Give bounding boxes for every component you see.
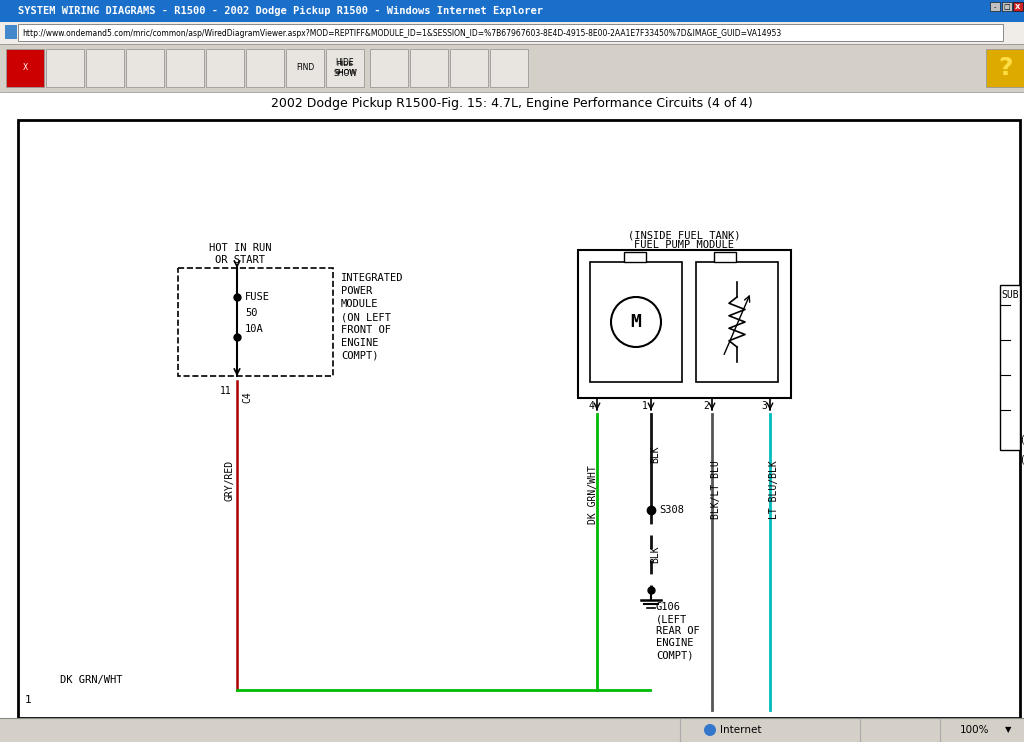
Bar bbox=[326, 49, 364, 87]
Text: FRONT OF: FRONT OF bbox=[341, 325, 391, 335]
Text: ENGINE: ENGINE bbox=[656, 638, 693, 648]
Text: (INSIDE FUEL TANK): (INSIDE FUEL TANK) bbox=[629, 230, 740, 240]
Text: 1: 1 bbox=[642, 401, 648, 411]
Bar bbox=[590, 262, 682, 382]
Text: HIDE
SHOW: HIDE SHOW bbox=[333, 59, 357, 78]
Bar bbox=[6, 49, 44, 87]
Bar bbox=[0, 0, 1024, 22]
Bar bbox=[1013, 2, 1023, 11]
Bar bbox=[18, 120, 1020, 718]
Text: BLK: BLK bbox=[650, 445, 660, 462]
Text: BLK: BLK bbox=[650, 545, 660, 562]
Bar bbox=[578, 250, 791, 398]
Text: 2: 2 bbox=[703, 401, 709, 411]
Bar bbox=[0, 718, 1024, 742]
Bar bbox=[1000, 285, 1020, 450]
Bar bbox=[86, 49, 124, 87]
Text: 100%: 100% bbox=[961, 725, 989, 735]
Text: (: ( bbox=[1020, 435, 1024, 445]
Text: FUSE: FUSE bbox=[245, 292, 270, 302]
Bar bbox=[990, 2, 1000, 11]
Bar bbox=[410, 49, 449, 87]
Text: HIDE
SHOW: HIDE SHOW bbox=[334, 62, 356, 74]
Bar bbox=[714, 252, 736, 262]
Text: SUB: SUB bbox=[1001, 290, 1019, 300]
Text: LT BLU/BLK: LT BLU/BLK bbox=[769, 460, 779, 519]
Text: 1: 1 bbox=[25, 695, 32, 705]
Bar bbox=[490, 49, 528, 87]
Text: MODULE: MODULE bbox=[341, 299, 379, 309]
Bar bbox=[0, 92, 1024, 115]
Bar bbox=[246, 49, 284, 87]
Text: COMPT): COMPT) bbox=[341, 351, 379, 361]
Bar bbox=[986, 49, 1024, 87]
Text: FIND: FIND bbox=[296, 64, 314, 73]
Bar bbox=[18, 24, 1002, 41]
Bar bbox=[0, 115, 1024, 720]
Text: COMPT): COMPT) bbox=[656, 650, 693, 660]
Text: 3: 3 bbox=[761, 401, 767, 411]
Text: INTEGRATED: INTEGRATED bbox=[341, 273, 403, 283]
Circle shape bbox=[611, 297, 662, 347]
Text: BLK/LT BLU: BLK/LT BLU bbox=[711, 460, 721, 519]
Bar bbox=[46, 49, 84, 87]
Text: ?: ? bbox=[997, 56, 1013, 80]
Text: S308: S308 bbox=[659, 505, 684, 515]
Text: G106: G106 bbox=[656, 602, 681, 612]
Text: □: □ bbox=[1004, 4, 1011, 10]
Text: X: X bbox=[23, 64, 28, 73]
Text: C4: C4 bbox=[242, 391, 252, 403]
Bar bbox=[370, 49, 408, 87]
Text: -: - bbox=[993, 4, 996, 10]
Text: 11: 11 bbox=[220, 386, 232, 396]
Text: X: X bbox=[1016, 4, 1021, 10]
Text: http://www.ondemand5.com/mric/common/asp/WiredDiagramViewer.aspx?MOD=REPTIFF&MOD: http://www.ondemand5.com/mric/common/asp… bbox=[22, 28, 781, 38]
Text: SYSTEM WIRING DIAGRAMS - R1500 - 2002 Dodge Pickup R1500 - Windows Internet Expl: SYSTEM WIRING DIAGRAMS - R1500 - 2002 Do… bbox=[18, 6, 543, 16]
Text: DK GRN/WHT: DK GRN/WHT bbox=[588, 465, 598, 524]
Bar bbox=[1002, 2, 1012, 11]
Bar bbox=[624, 252, 646, 262]
Text: (ON LEFT: (ON LEFT bbox=[341, 312, 391, 322]
Bar bbox=[696, 262, 778, 382]
Bar bbox=[178, 268, 333, 376]
Text: HOT IN RUN: HOT IN RUN bbox=[209, 243, 271, 253]
Text: ▼: ▼ bbox=[1005, 726, 1012, 735]
Bar bbox=[166, 49, 204, 87]
Bar bbox=[0, 22, 1024, 44]
Text: REAR OF: REAR OF bbox=[656, 626, 699, 636]
Bar bbox=[286, 49, 324, 87]
Circle shape bbox=[705, 724, 716, 736]
Bar bbox=[5, 25, 17, 39]
Text: 4: 4 bbox=[588, 401, 594, 411]
Text: FUEL PUMP MODULE: FUEL PUMP MODULE bbox=[635, 240, 734, 250]
Bar bbox=[450, 49, 488, 87]
Text: (LEFT: (LEFT bbox=[656, 614, 687, 624]
Text: 50: 50 bbox=[245, 308, 257, 318]
Text: OR START: OR START bbox=[215, 255, 265, 265]
Text: M: M bbox=[631, 313, 641, 331]
Bar bbox=[206, 49, 244, 87]
Text: (: ( bbox=[1020, 455, 1024, 465]
Text: ENGINE: ENGINE bbox=[341, 338, 379, 348]
Bar bbox=[0, 44, 1024, 92]
Text: 10A: 10A bbox=[245, 324, 264, 334]
Text: GRY/RED: GRY/RED bbox=[224, 459, 234, 501]
Text: POWER: POWER bbox=[341, 286, 373, 296]
Text: Internet: Internet bbox=[720, 725, 762, 735]
Text: DK GRN/WHT: DK GRN/WHT bbox=[60, 675, 123, 685]
Text: 2002 Dodge Pickup R1500-Fig. 15: 4.7L, Engine Performance Circuits (4 of 4): 2002 Dodge Pickup R1500-Fig. 15: 4.7L, E… bbox=[271, 96, 753, 110]
Bar bbox=[126, 49, 164, 87]
